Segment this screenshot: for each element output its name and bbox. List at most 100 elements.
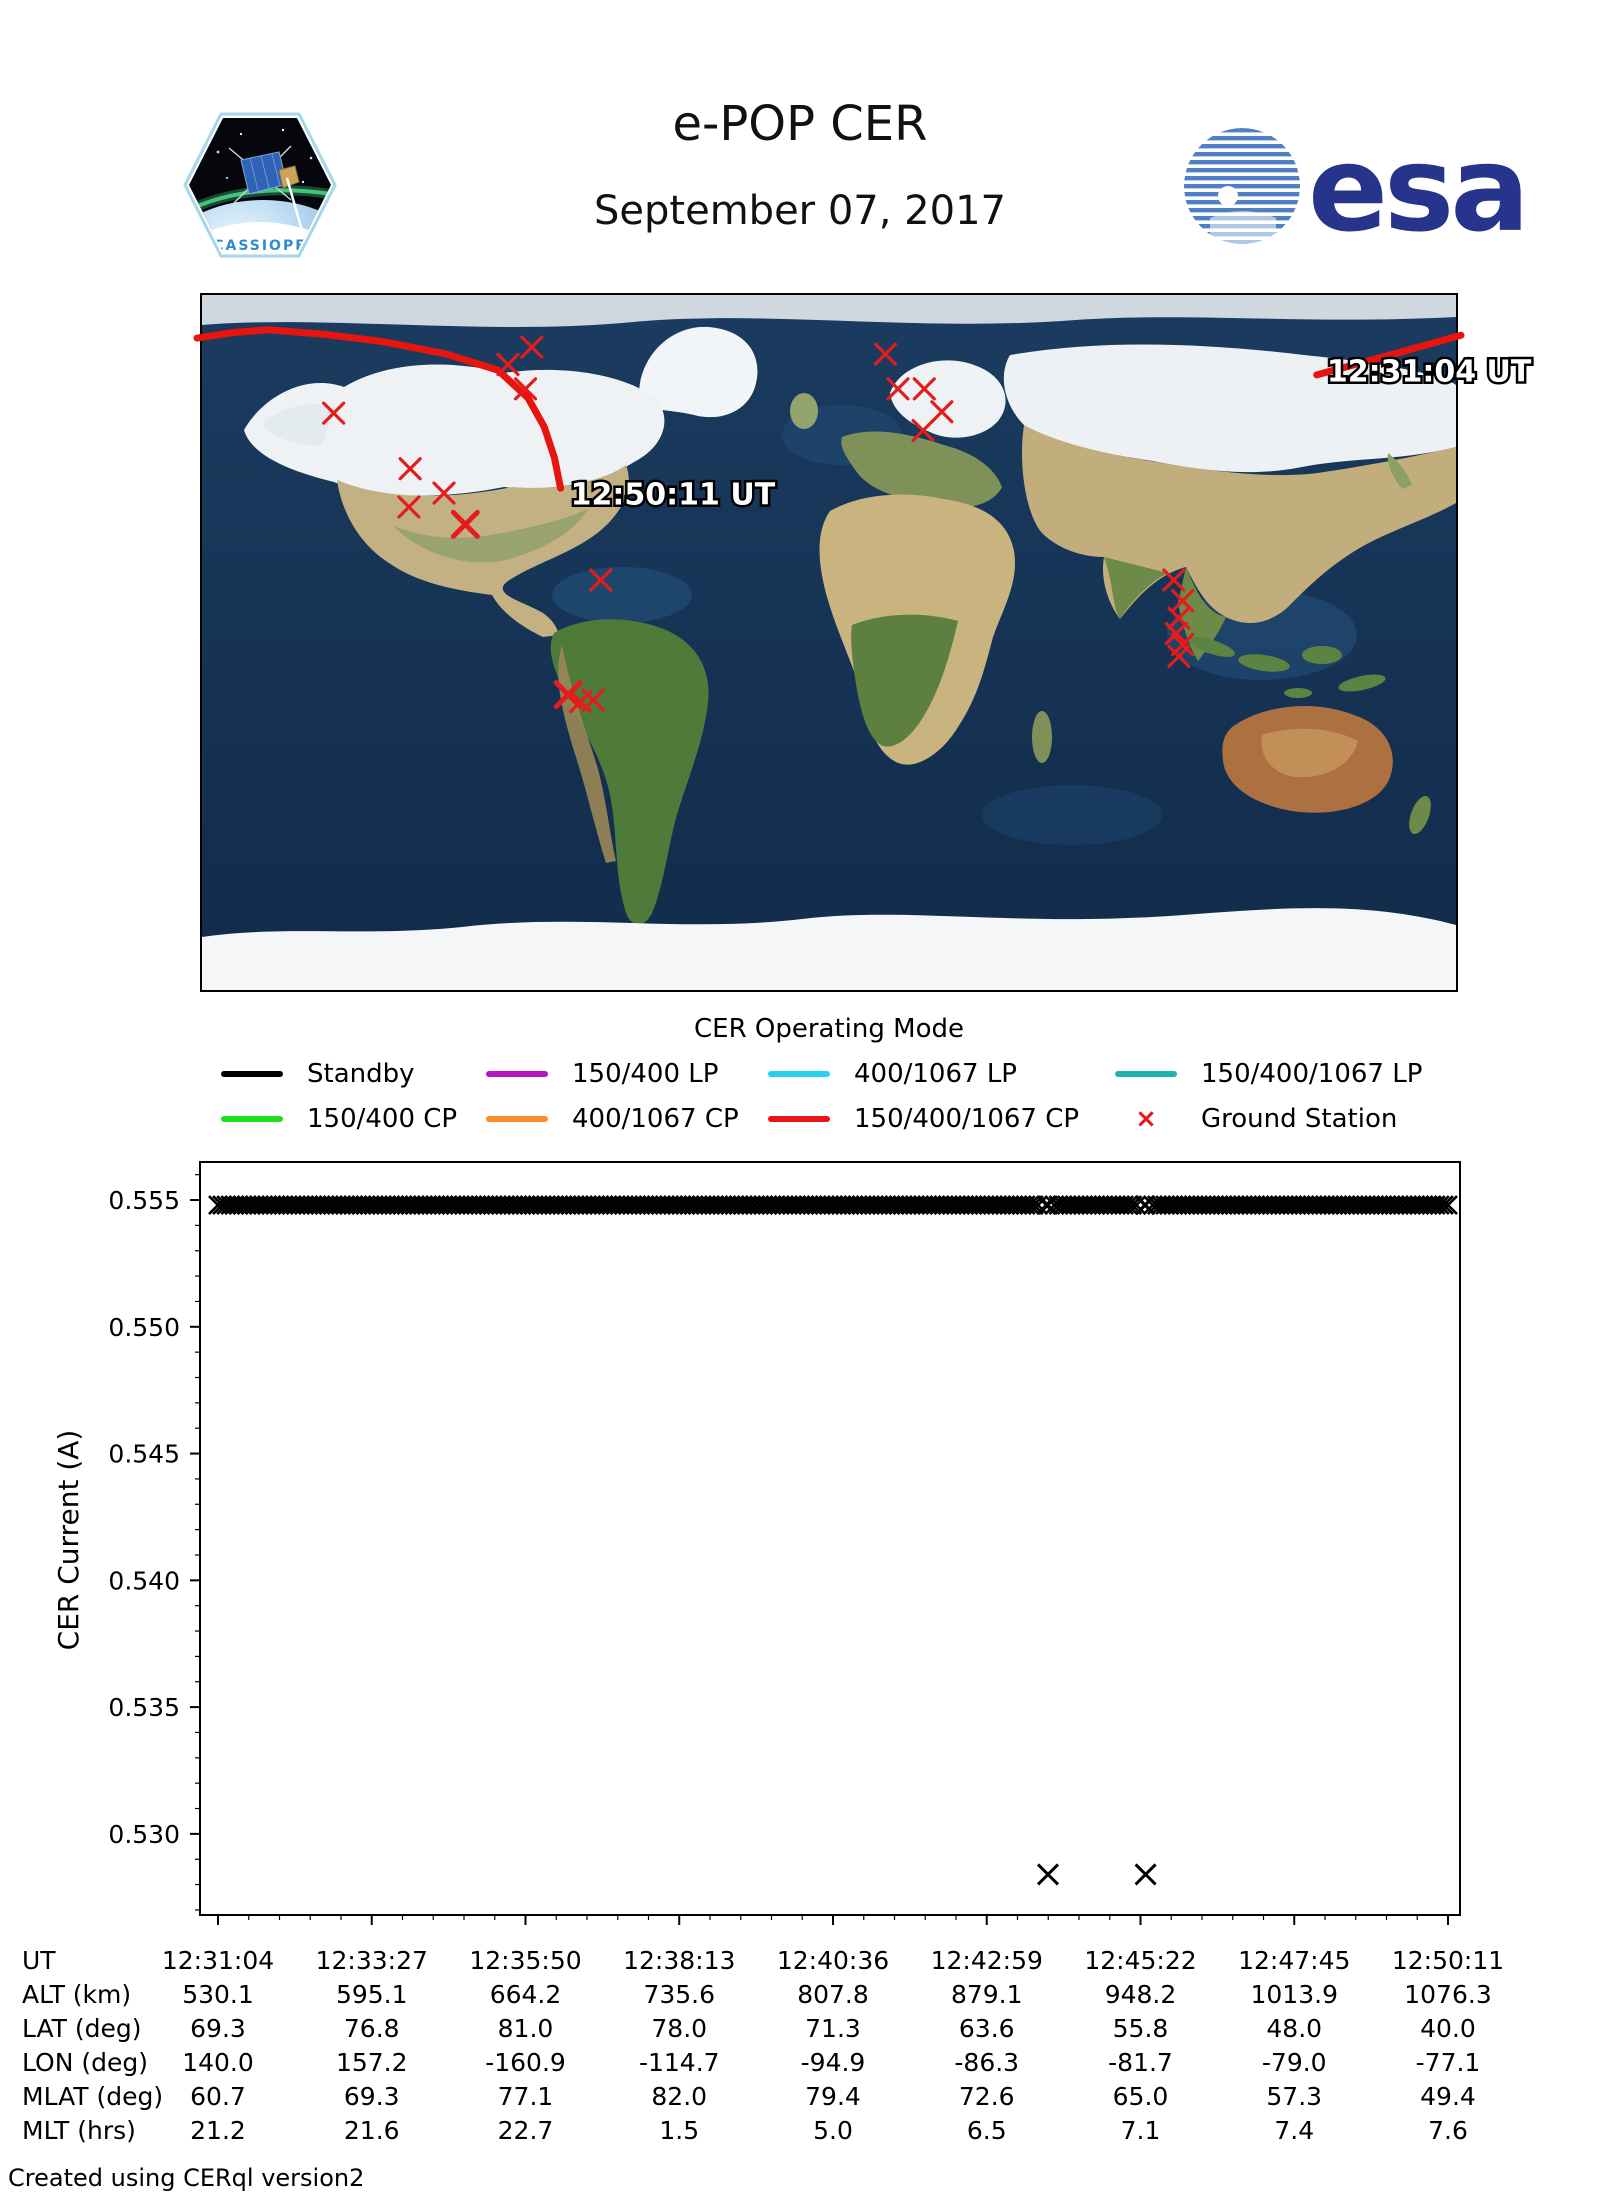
legend-line-swatch — [221, 1116, 283, 1122]
legend-item-label: 150/400 LP — [572, 1059, 719, 1089]
credit-text: Created using CERql version2 — [8, 2164, 365, 2192]
table-cell: 7.6 — [1428, 2116, 1468, 2145]
esa-logo: esa — [1180, 118, 1530, 258]
legend-item: Standby — [221, 1058, 415, 1090]
track-time-label: 12:50:11 UT — [571, 477, 776, 512]
ground-track-map: 12:31:04 UT 12:50:11 UT — [193, 293, 1534, 992]
table-cell: 76.8 — [343, 2014, 400, 2043]
legend-line-swatch — [486, 1071, 548, 1077]
y-tick-label: 0.530 — [108, 1820, 180, 1849]
cassiope-patch-graphic: CASSIOPE — [183, 112, 337, 258]
table-cell: 12:33:27 — [315, 1946, 428, 1975]
table-cell: 12:40:36 — [776, 1946, 890, 1975]
page-title: e-POP CER — [672, 96, 928, 152]
table-cell: -77.1 — [1415, 2048, 1481, 2077]
table-cell: 40.0 — [1420, 2014, 1476, 2043]
table-cell: 77.1 — [497, 2082, 554, 2111]
legend-item: 150/400/1067 CP — [768, 1103, 1079, 1135]
satellite-track — [193, 326, 565, 492]
cer-current-chart: 0.530 0.535 0.540 0.545 0.550 0.555 — [108, 1161, 1461, 1925]
map-antarctica — [202, 908, 1456, 990]
table-cell: 879.1 — [950, 1980, 1023, 2009]
table-cell: 22.7 — [497, 2116, 554, 2145]
table-cell: 664.2 — [489, 1980, 562, 2009]
table-cell: 49.4 — [1420, 2082, 1476, 2111]
table-cell: 69.3 — [190, 2014, 246, 2043]
ground-station-marker — [496, 352, 520, 377]
ground-station-marker — [397, 495, 421, 519]
table-cell: 1013.9 — [1250, 1980, 1338, 2009]
table-cell: 78.0 — [651, 2014, 708, 2043]
map-overlay: 12:31:04 UT 12:50:11 UT — [193, 326, 1534, 714]
legend-item-label: 150/400/1067 LP — [1201, 1059, 1423, 1089]
y-tick-label: 0.535 — [108, 1693, 180, 1722]
table-cell: -86.3 — [954, 2048, 1020, 2077]
table-cell: 21.6 — [343, 2116, 400, 2145]
ground-station-marker — [450, 509, 480, 539]
table-cell: 6.5 — [966, 2116, 1007, 2145]
data-point-x-marker — [1019, 1195, 1040, 1216]
legend-line-swatch — [768, 1116, 830, 1122]
table-cell: 948.2 — [1104, 1980, 1177, 2009]
table-cell: 807.8 — [797, 1980, 869, 2009]
y-tick-label: 0.540 — [108, 1566, 180, 1595]
data-point-x-marker — [1118, 1195, 1139, 1216]
y-tick-label: 0.550 — [108, 1313, 180, 1342]
legend-line-swatch — [221, 1071, 283, 1077]
table-row-label: LAT (deg) — [22, 2014, 142, 2043]
ground-station-marker — [873, 342, 898, 366]
table-cell: 57.3 — [1266, 2082, 1323, 2111]
ground-station-marker — [1164, 621, 1188, 646]
table-cell: 55.8 — [1112, 2014, 1169, 2043]
map-continents — [202, 326, 1456, 990]
table-cell: 140.0 — [182, 2048, 254, 2077]
esa-globe-icon — [1184, 128, 1300, 244]
table-row-label: LON (deg) — [22, 2048, 148, 2077]
legend-item-label: 400/1067 LP — [854, 1059, 1017, 1089]
legend-x-marker-icon: × — [1135, 1104, 1157, 1134]
table-cell: 12:35:50 — [469, 1946, 582, 1975]
table-cell: -94.9 — [800, 2048, 866, 2077]
table-cell: 81.0 — [497, 2014, 554, 2043]
data-point-x-marker — [1036, 1863, 1060, 1886]
table-cell: 63.6 — [958, 2014, 1015, 2043]
data-point-x-marker — [1135, 1195, 1156, 1216]
ground-station-marker — [432, 481, 456, 505]
satellite-track — [1313, 331, 1465, 379]
legend-line-swatch — [768, 1071, 830, 1077]
track-time-label: 12:31:04 UT — [1327, 354, 1532, 389]
map-graphic: 12:31:04 UT 12:50:11 UT — [193, 295, 1534, 990]
table-cell: 65.0 — [1112, 2082, 1169, 2111]
table-cell: -81.7 — [1108, 2048, 1173, 2077]
table-row-label: UT — [22, 1946, 56, 1975]
table-cell: 12:42:59 — [930, 1946, 1043, 1975]
table-cell: 60.7 — [190, 2082, 246, 2111]
patch-mission-name: CASSIOPE — [213, 238, 307, 254]
legend-item-label: 150/400/1067 CP — [854, 1104, 1080, 1134]
y-axis-label: CER Current (A) — [52, 1429, 85, 1651]
legend-line-swatch — [486, 1116, 548, 1122]
ground-station-marker — [322, 401, 346, 425]
data-point-x-marker — [1038, 1195, 1058, 1216]
ground-station-marker — [589, 568, 613, 592]
table-cell: 72.6 — [958, 2082, 1015, 2111]
table-row-label: ALT (km) — [22, 1980, 132, 2009]
data-point-x-marker — [1433, 1195, 1454, 1216]
cassiope-mission-patch: CASSIOPE — [183, 112, 337, 258]
esa-logo-graphic: esa — [1184, 120, 1530, 258]
data-point-x-marker — [1134, 1863, 1157, 1886]
y-tick-label: 0.555 — [108, 1186, 180, 1215]
table-cell: 157.2 — [335, 2048, 408, 2077]
legend-item: 400/1067 CP — [486, 1103, 739, 1135]
table-cell: 12:31:04 — [161, 1946, 275, 1975]
table-cell: 595.1 — [335, 1980, 408, 2009]
esa-wordmark: esa — [1308, 120, 1526, 258]
legend-title: CER Operating Mode — [693, 1014, 964, 1044]
ground-station-marker — [1167, 644, 1191, 668]
table-cell: -160.9 — [485, 2048, 566, 2077]
table-cell: 1.5 — [659, 2116, 700, 2145]
table-cell: 82.0 — [651, 2082, 708, 2111]
ground-station-marker — [911, 418, 935, 443]
ground-station-marker — [886, 377, 910, 401]
